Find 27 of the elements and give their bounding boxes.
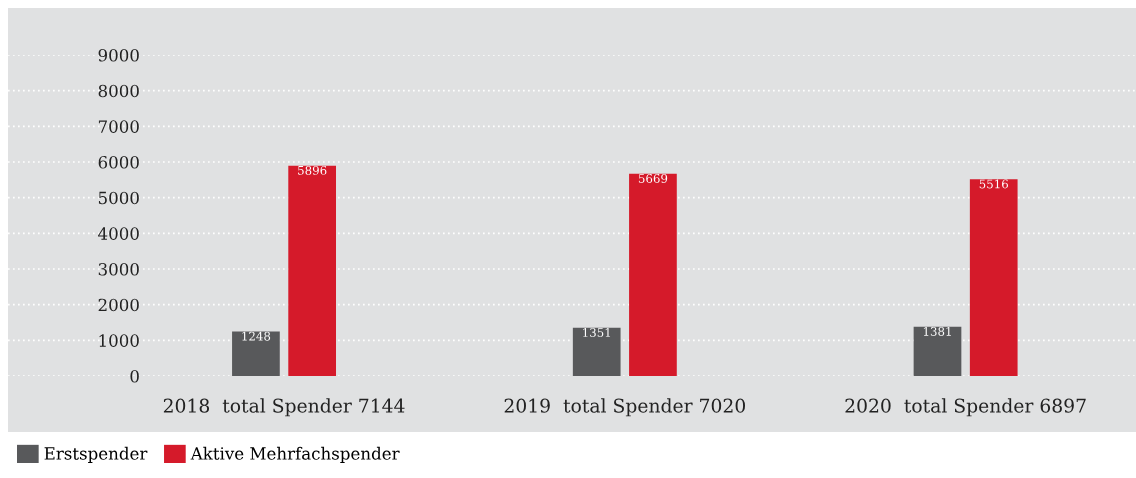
y-tick-label: 2000 [98, 298, 139, 312]
bar [629, 173, 677, 376]
bar [969, 179, 1018, 376]
bar [572, 327, 621, 376]
bar [288, 165, 337, 376]
y-tick-label: 4000 [98, 227, 139, 240]
y-tick-label: 5000 [98, 191, 139, 205]
y-tick-label: 0 [130, 369, 139, 383]
data-label: 1351 [583, 328, 611, 337]
y-tick-label: 8000 [98, 84, 139, 98]
bar [913, 326, 962, 376]
x-tick-label: 2019 total Spender 7020 [504, 398, 746, 417]
legend-label: Aktive Mehrfachspender [190, 446, 400, 463]
y-tick-label: 3000 [98, 262, 139, 276]
legend-label: Erstspender [44, 446, 148, 463]
y-tick-label: 7000 [98, 120, 139, 133]
data-label: 5669 [638, 174, 668, 183]
data-label: 1381 [923, 326, 951, 336]
y-tick-label: 9000 [98, 48, 139, 62]
data-label: 1248 [242, 331, 271, 341]
y-tick-label: 1000 [99, 334, 139, 347]
y-tick-label: 6000 [98, 155, 139, 169]
x-tick-label: 2020 total Spender 6897 [845, 398, 1086, 417]
data-label: 5896 [298, 165, 327, 175]
data-label: 5516 [979, 179, 1008, 189]
x-tick-label: 2018 total Spender 7144 [163, 398, 405, 417]
bar [232, 331, 280, 376]
